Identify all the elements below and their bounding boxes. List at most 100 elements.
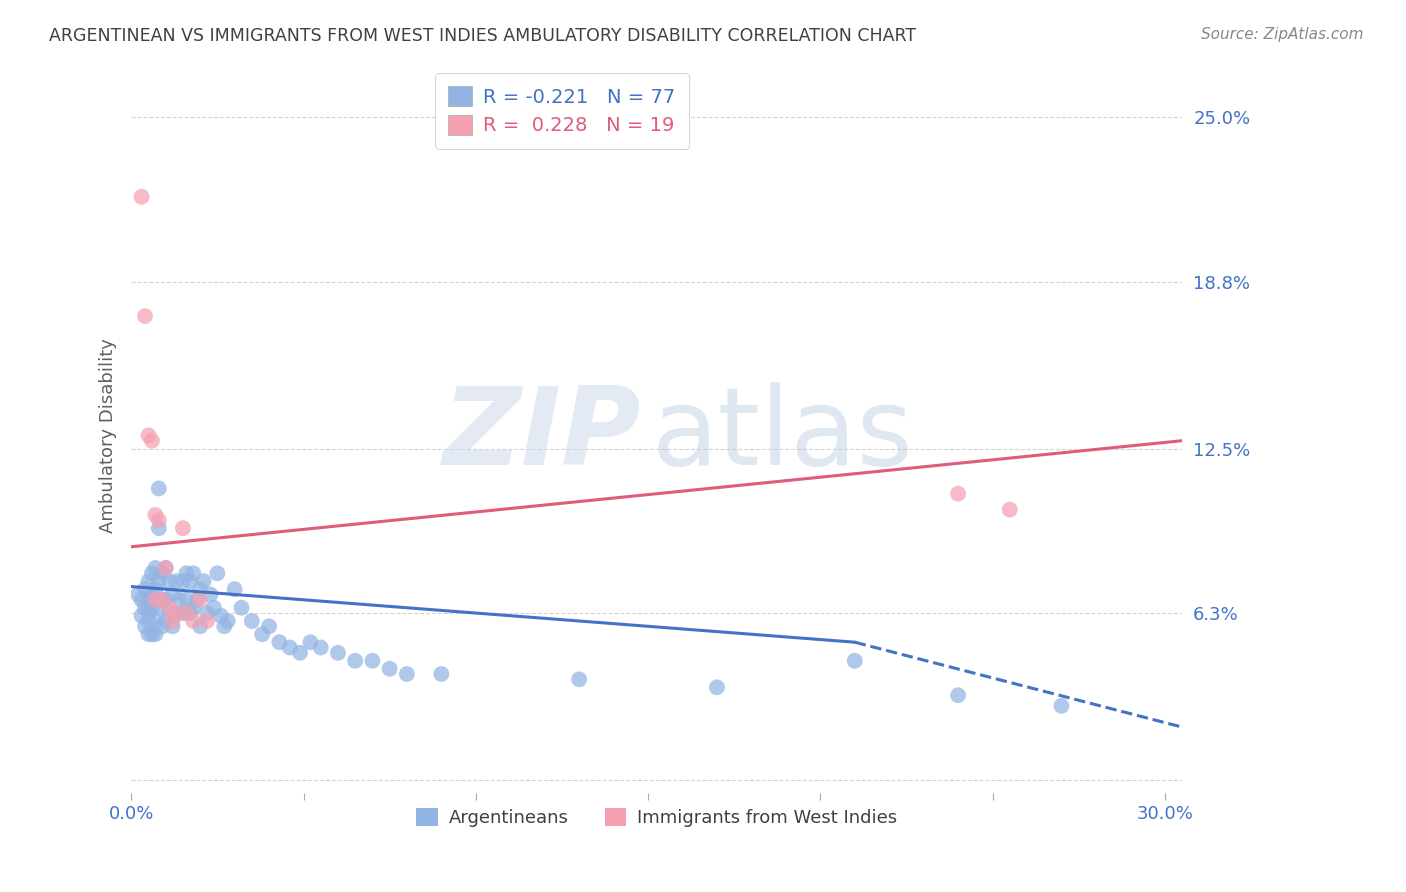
Point <box>269 635 291 649</box>
Point <box>361 654 384 668</box>
Point <box>138 428 160 442</box>
Point <box>288 646 311 660</box>
Point <box>224 582 246 597</box>
Point <box>946 688 969 702</box>
Point <box>145 627 167 641</box>
Point <box>179 606 201 620</box>
Point <box>157 606 180 620</box>
Point <box>278 640 301 655</box>
Point <box>145 508 167 522</box>
Point <box>131 190 153 204</box>
Point <box>138 627 160 641</box>
Text: atlas: atlas <box>651 383 914 489</box>
Point <box>150 592 173 607</box>
Point <box>181 600 204 615</box>
Point <box>309 640 332 655</box>
Point <box>165 574 187 589</box>
Point <box>207 566 229 581</box>
Point <box>134 600 156 615</box>
Point <box>134 619 156 633</box>
Point <box>127 587 149 601</box>
Point <box>344 654 367 668</box>
Point <box>162 619 184 633</box>
Point <box>176 592 198 607</box>
Point <box>148 600 170 615</box>
Legend: Argentineans, Immigrants from West Indies: Argentineans, Immigrants from West Indie… <box>409 801 904 834</box>
Point <box>169 592 191 607</box>
Point <box>172 574 194 589</box>
Point <box>165 606 187 620</box>
Point <box>844 654 866 668</box>
Point <box>209 608 232 623</box>
Point <box>145 614 167 628</box>
Point <box>157 600 180 615</box>
Point <box>195 606 218 620</box>
Point <box>395 667 418 681</box>
Point <box>326 646 349 660</box>
Point <box>148 513 170 527</box>
Point <box>148 521 170 535</box>
Point <box>172 606 194 620</box>
Text: ZIP: ZIP <box>443 383 641 489</box>
Point <box>188 592 211 607</box>
Point <box>179 574 201 589</box>
Point <box>181 566 204 581</box>
Point <box>145 592 167 607</box>
Point <box>138 606 160 620</box>
Point <box>150 566 173 581</box>
Point <box>150 619 173 633</box>
Point <box>706 681 728 695</box>
Point <box>150 592 173 607</box>
Point <box>181 614 204 628</box>
Point <box>157 574 180 589</box>
Point <box>155 561 177 575</box>
Point <box>162 587 184 601</box>
Point <box>195 614 218 628</box>
Point <box>186 592 208 607</box>
Point <box>200 587 222 601</box>
Point <box>202 600 225 615</box>
Point <box>141 434 163 448</box>
Point <box>141 566 163 581</box>
Point <box>214 619 236 633</box>
Point <box>138 614 160 628</box>
Point <box>138 574 160 589</box>
Point <box>145 561 167 575</box>
Point <box>250 627 273 641</box>
Point <box>141 587 163 601</box>
Point <box>946 487 969 501</box>
Point <box>193 574 215 589</box>
Point <box>155 561 177 575</box>
Point <box>998 502 1021 516</box>
Point <box>148 574 170 589</box>
Point <box>145 592 167 607</box>
Point <box>188 582 211 597</box>
Point <box>134 309 156 323</box>
Y-axis label: Ambulatory Disability: Ambulatory Disability <box>100 338 117 533</box>
Point <box>188 619 211 633</box>
Point <box>165 606 187 620</box>
Point <box>162 614 184 628</box>
Point <box>148 482 170 496</box>
Point <box>568 673 591 687</box>
Point <box>131 592 153 607</box>
Point <box>155 614 177 628</box>
Point <box>131 608 153 623</box>
Point <box>176 606 198 620</box>
Point <box>141 627 163 641</box>
Point <box>1050 698 1073 713</box>
Text: ARGENTINEAN VS IMMIGRANTS FROM WEST INDIES AMBULATORY DISABILITY CORRELATION CHA: ARGENTINEAN VS IMMIGRANTS FROM WEST INDI… <box>49 27 917 45</box>
Point <box>141 600 163 615</box>
Text: Source: ZipAtlas.com: Source: ZipAtlas.com <box>1201 27 1364 42</box>
Point <box>231 600 253 615</box>
Point <box>257 619 280 633</box>
Point <box>172 521 194 535</box>
Point <box>176 566 198 581</box>
Point <box>430 667 453 681</box>
Point <box>378 662 401 676</box>
Point <box>138 592 160 607</box>
Point <box>145 582 167 597</box>
Point <box>299 635 322 649</box>
Point <box>217 614 239 628</box>
Point <box>155 592 177 607</box>
